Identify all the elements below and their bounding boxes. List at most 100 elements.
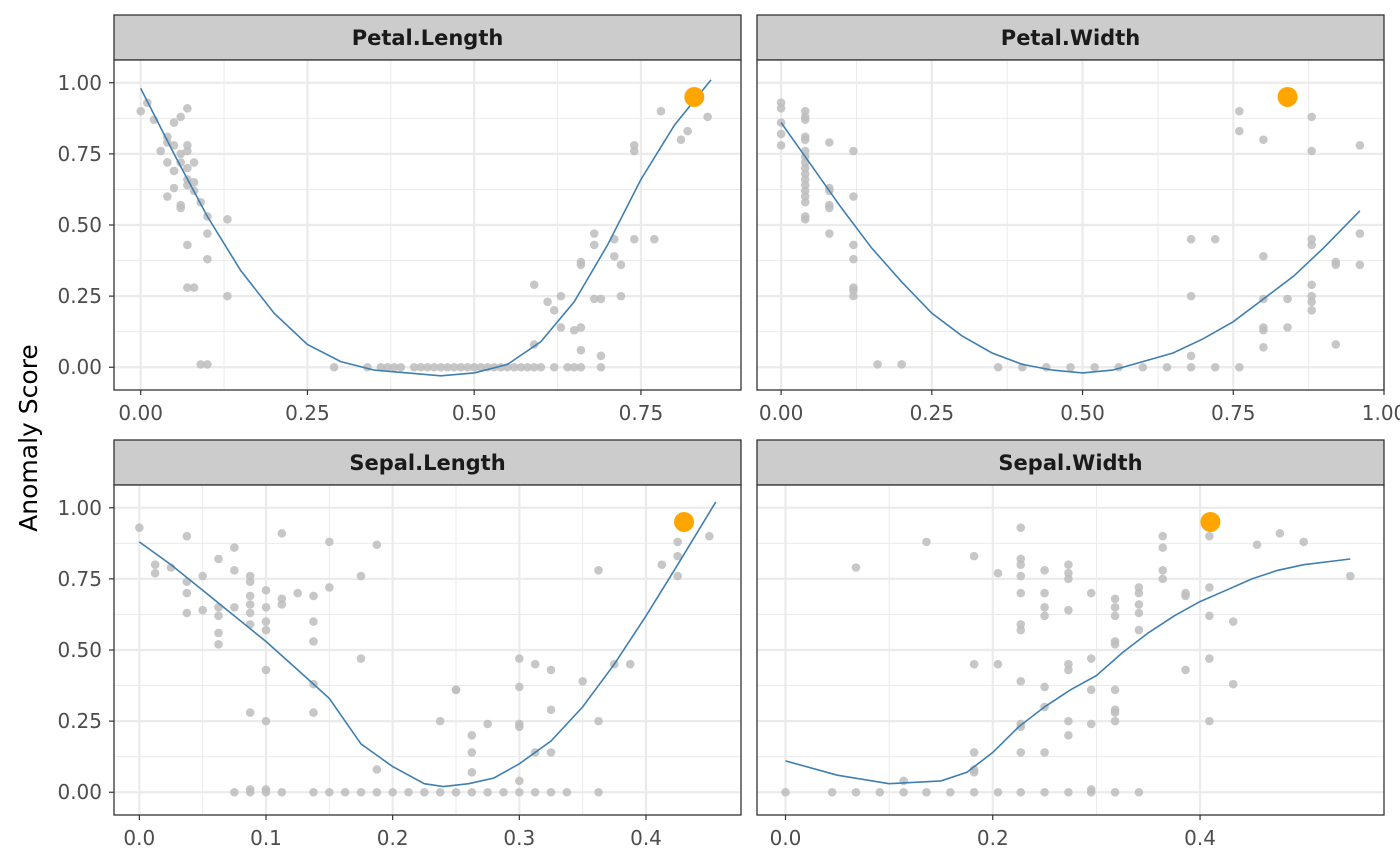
data-point xyxy=(476,362,486,372)
facet-strip xyxy=(756,439,1385,486)
data-point xyxy=(825,203,834,213)
data-point xyxy=(556,291,566,301)
facet-strip xyxy=(756,14,1385,61)
data-point xyxy=(376,362,386,372)
data-point xyxy=(169,183,179,193)
data-point xyxy=(1086,719,1096,729)
data-point xyxy=(203,229,212,238)
data-point xyxy=(1283,323,1292,332)
data-point xyxy=(1205,611,1214,621)
data-point xyxy=(163,132,172,142)
data-point xyxy=(1086,685,1096,695)
data-point xyxy=(198,605,207,615)
facet-title: Petal.Length xyxy=(352,26,504,50)
data-point xyxy=(589,240,599,250)
x-tick-label: 0.25 xyxy=(285,401,330,425)
data-point xyxy=(576,323,586,332)
x-tick-label: 0.00 xyxy=(759,401,804,425)
data-point xyxy=(515,722,524,732)
data-point xyxy=(1205,583,1214,592)
data-point xyxy=(1016,787,1026,797)
data-point xyxy=(356,571,366,581)
data-point xyxy=(182,588,192,598)
data-point xyxy=(849,146,858,156)
data-point xyxy=(1040,588,1049,598)
data-point xyxy=(546,705,556,715)
data-point xyxy=(245,620,255,629)
data-point xyxy=(183,146,192,156)
data-point xyxy=(1064,605,1073,615)
data-point xyxy=(776,104,786,113)
data-point xyxy=(277,529,287,538)
data-point xyxy=(515,654,524,663)
data-point xyxy=(1110,708,1120,717)
data-point xyxy=(1307,297,1316,307)
facet-panel: Sepal.Length 0.0 0.1 0.2 0.3 0.4 0.00 0.25 0.50 0… xyxy=(57,439,742,850)
data-point xyxy=(150,568,160,578)
data-point xyxy=(388,787,397,797)
data-point xyxy=(429,362,439,372)
data-point xyxy=(261,617,271,626)
data-point xyxy=(576,345,586,355)
data-point xyxy=(1086,654,1096,663)
data-point xyxy=(1259,325,1268,335)
data-point xyxy=(416,362,426,372)
data-point xyxy=(1307,112,1316,122)
smooth-line xyxy=(780,122,1361,374)
x-tick-label: 0.75 xyxy=(619,401,664,425)
data-point xyxy=(1040,682,1049,692)
data-point xyxy=(169,166,179,176)
data-point xyxy=(609,251,619,261)
data-point xyxy=(536,362,546,372)
data-point xyxy=(529,280,539,290)
data-point xyxy=(849,291,858,301)
data-point xyxy=(420,787,429,797)
data-point xyxy=(1134,625,1144,635)
data-point xyxy=(556,323,566,332)
data-point xyxy=(656,106,666,116)
data-point xyxy=(463,362,472,372)
data-point xyxy=(629,234,639,244)
panel-border xyxy=(756,59,1385,391)
data-point xyxy=(1040,566,1049,575)
data-point xyxy=(629,141,639,150)
data-point xyxy=(1110,611,1120,621)
x-tick-label: 0.25 xyxy=(910,401,955,425)
data-point xyxy=(969,748,979,757)
data-point xyxy=(163,158,172,167)
facet-panel: Petal.Length 0.00 0.25 0.50 0.75 0.00 0.25 0.50… xyxy=(57,14,742,425)
data-point xyxy=(625,659,635,669)
highlighted-point xyxy=(1277,86,1298,107)
data-point xyxy=(230,566,239,575)
data-point xyxy=(1205,716,1214,726)
data-point xyxy=(404,787,413,797)
data-point xyxy=(325,537,334,547)
data-point xyxy=(245,577,255,587)
y-tick-label: 0.25 xyxy=(57,709,102,733)
data-point xyxy=(203,254,212,264)
data-point xyxy=(261,716,271,726)
data-point xyxy=(569,362,579,372)
data-point xyxy=(176,112,186,122)
data-point xyxy=(594,787,603,797)
data-point xyxy=(922,537,931,547)
data-point xyxy=(781,787,790,797)
data-point xyxy=(827,787,837,797)
data-point xyxy=(1307,240,1316,250)
data-point xyxy=(451,787,461,797)
data-point xyxy=(1040,748,1049,757)
data-point xyxy=(1228,679,1238,689)
data-point xyxy=(325,583,334,592)
data-point xyxy=(176,149,186,159)
data-point xyxy=(1016,560,1026,569)
data-point xyxy=(203,360,212,369)
data-point xyxy=(1355,141,1365,150)
data-point xyxy=(945,787,955,797)
data-point xyxy=(356,654,366,663)
data-point xyxy=(483,719,492,729)
x-tick-label: 0.4 xyxy=(630,826,662,850)
facet-panel: Sepal.Width 0.0 0.2 0.4 xyxy=(756,439,1385,850)
facet-strip xyxy=(113,439,742,486)
data-point xyxy=(1355,229,1365,238)
data-point xyxy=(245,600,255,609)
